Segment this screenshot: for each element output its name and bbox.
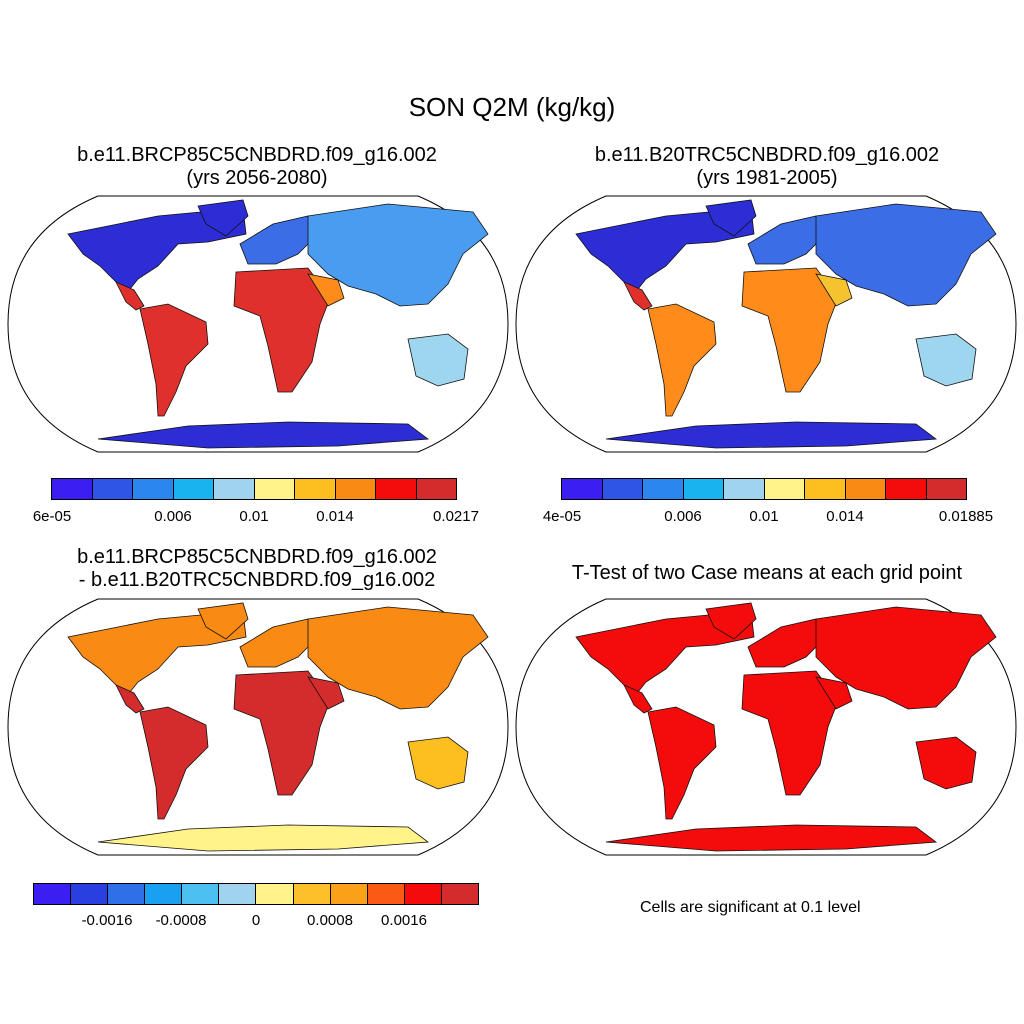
colorbar-swatch bbox=[214, 479, 255, 499]
panel-2-colorbar-label: 4e-05 bbox=[542, 508, 582, 525]
colorbar-swatch bbox=[34, 884, 72, 904]
continent-antarctica bbox=[605, 421, 938, 449]
continent-central-america bbox=[623, 281, 653, 311]
continent-greenland bbox=[705, 199, 757, 237]
panel-3-colorbar-label: -0.0016 bbox=[81, 912, 133, 929]
colorbar-swatch bbox=[376, 479, 417, 499]
continent-australia bbox=[407, 736, 469, 790]
continent-south-america bbox=[647, 303, 717, 417]
colorbar-swatch bbox=[441, 884, 478, 904]
colorbar-swatch bbox=[335, 479, 376, 499]
figure-title: SON Q2M (kg/kg) bbox=[408, 92, 616, 122]
panel-1-title-line2: (yrs 2056-2080) bbox=[186, 167, 328, 189]
continent-antarctica bbox=[97, 421, 430, 449]
panel-3-colorbar-label: 0 bbox=[251, 912, 261, 929]
panel-2-title: b.e11.B20TRC5CNBDRD.f09_g16.002 (yrs 198… bbox=[532, 144, 1002, 190]
panel-1-colorbar-label: 0.014 bbox=[316, 508, 354, 525]
continent-arabia bbox=[307, 676, 345, 710]
continent-australia bbox=[915, 736, 977, 790]
colorbar-swatch bbox=[254, 479, 295, 499]
continent-central-america bbox=[623, 684, 653, 714]
continent-central-america bbox=[115, 281, 145, 311]
continent-antarctica bbox=[97, 824, 430, 852]
continent-south-america bbox=[139, 706, 209, 820]
colorbar-swatch bbox=[886, 479, 927, 499]
colorbar-swatch bbox=[330, 884, 368, 904]
panel-3-colorbar-label: 0.0008 bbox=[307, 912, 353, 929]
continent-greenland bbox=[705, 602, 757, 640]
continent-greenland bbox=[197, 199, 249, 237]
continent-arabia bbox=[307, 273, 345, 307]
continent-asia bbox=[815, 203, 997, 307]
colorbar-swatch bbox=[562, 479, 603, 499]
colorbar-swatch bbox=[724, 479, 765, 499]
colorbar-swatch bbox=[602, 479, 643, 499]
colorbar-swatch bbox=[926, 479, 966, 499]
panel-1-colorbar bbox=[51, 478, 457, 500]
panel-1-colorbar-label: 0.01 bbox=[239, 508, 269, 525]
colorbar-swatch bbox=[173, 479, 214, 499]
continent-south-america bbox=[139, 303, 209, 417]
continent-europe bbox=[747, 215, 822, 265]
continent-asia bbox=[815, 606, 997, 710]
colorbar-swatch bbox=[845, 479, 886, 499]
continent-greenland bbox=[197, 602, 249, 640]
colorbar-swatch bbox=[145, 884, 183, 904]
panel-3-title-line2: - b.e11.B20TRC5CNBDRD.f09_g16.002 bbox=[78, 569, 436, 591]
colorbar-swatch bbox=[764, 479, 805, 499]
colorbar-swatch bbox=[367, 884, 405, 904]
panel-3-colorbar bbox=[33, 883, 479, 905]
colorbar-swatch bbox=[52, 479, 93, 499]
continent-australia bbox=[915, 333, 977, 387]
panel-1-colorbar-label: 0.006 bbox=[154, 508, 192, 525]
continent-arabia bbox=[815, 676, 853, 710]
colorbar-swatch bbox=[295, 479, 336, 499]
colorbar-swatch bbox=[108, 884, 146, 904]
panel-3-colorbar-label: 0.0016 bbox=[381, 912, 427, 929]
colorbar-swatch bbox=[219, 884, 257, 904]
colorbar-swatch bbox=[182, 884, 220, 904]
panel-1-map bbox=[7, 195, 509, 453]
panel-3-title: b.e11.BRCP85C5CNBDRD.f09_g16.002 - b.e11… bbox=[22, 546, 492, 592]
panel-3-colorbar-label: -0.0008 bbox=[155, 912, 207, 929]
panel-1-colorbar-label: 0.0217 bbox=[433, 508, 479, 525]
continent-south-america bbox=[647, 706, 717, 820]
continent-europe bbox=[239, 215, 314, 265]
panel-1-title: b.e11.BRCP85C5CNBDRD.f09_g16.002 (yrs 20… bbox=[22, 144, 492, 190]
panel-1-title-line1: b.e11.BRCP85C5CNBDRD.f09_g16.002 bbox=[77, 144, 437, 166]
panel-4-title: T-Test of two Case means at each grid po… bbox=[532, 562, 1002, 585]
continent-europe bbox=[747, 618, 822, 668]
continent-asia bbox=[307, 203, 489, 307]
colorbar-swatch bbox=[92, 479, 133, 499]
panel-1-colorbar-label: 6e-05 bbox=[32, 508, 72, 525]
panel-2-colorbar-label: 0.006 bbox=[664, 508, 702, 525]
panel-4-map bbox=[515, 598, 1017, 856]
continent-central-america bbox=[115, 684, 145, 714]
panel-2-title-line2: (yrs 1981-2005) bbox=[696, 167, 838, 189]
colorbar-swatch bbox=[805, 479, 846, 499]
colorbar-swatch bbox=[293, 884, 331, 904]
panel-3-map bbox=[7, 598, 509, 856]
panel-2-colorbar-label: 0.014 bbox=[826, 508, 864, 525]
colorbar-swatch bbox=[71, 884, 109, 904]
colorbar-swatch bbox=[256, 884, 294, 904]
continent-asia bbox=[307, 606, 489, 710]
significance-note: Cells are significant at 0.1 level bbox=[640, 899, 861, 916]
panel-4-title-line1: T-Test of two Case means at each grid po… bbox=[571, 562, 963, 584]
panel-2-colorbar-label: 0.01885 bbox=[938, 508, 994, 525]
continent-europe bbox=[239, 618, 314, 668]
colorbar-swatch bbox=[133, 479, 174, 499]
colorbar-swatch bbox=[643, 479, 684, 499]
colorbar-swatch bbox=[683, 479, 724, 499]
continent-australia bbox=[407, 333, 469, 387]
panel-2-title-line1: b.e11.B20TRC5CNBDRD.f09_g16.002 bbox=[594, 144, 940, 166]
colorbar-swatch bbox=[416, 479, 456, 499]
panel-2-colorbar-label: 0.01 bbox=[749, 508, 779, 525]
colorbar-swatch bbox=[404, 884, 442, 904]
continent-antarctica bbox=[605, 824, 938, 852]
continent-arabia bbox=[815, 273, 853, 307]
panel-2-colorbar bbox=[561, 478, 967, 500]
panel-3-title-line1: b.e11.BRCP85C5CNBDRD.f09_g16.002 bbox=[77, 546, 437, 568]
panel-2-map bbox=[515, 195, 1017, 453]
